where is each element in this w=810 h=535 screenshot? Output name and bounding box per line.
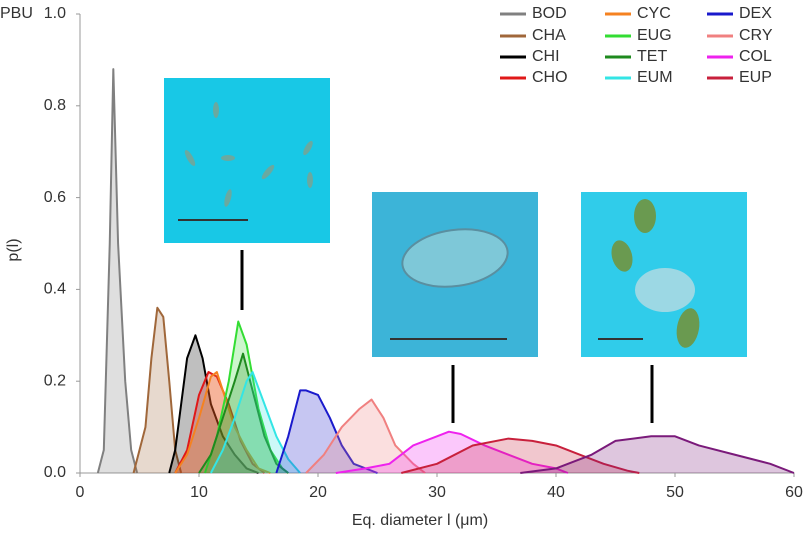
micrographs: [164, 78, 747, 423]
series-line: [168, 334, 259, 474]
x-tick-label: 60: [785, 484, 803, 501]
legend-label: TET: [637, 48, 667, 65]
area-fill: [97, 69, 138, 473]
legend-label: COL: [739, 48, 772, 65]
x-tick-label: 10: [190, 484, 208, 501]
x-tick-label: 30: [428, 484, 446, 501]
legend-label: EUM: [637, 69, 673, 86]
legend-label: EUP: [739, 69, 772, 86]
series-line: [335, 430, 569, 474]
series-line: [275, 389, 378, 474]
area-fill: [276, 390, 378, 473]
series-line: [198, 352, 289, 474]
legend-label: CHO: [532, 69, 568, 86]
y-tick-label: 0.6: [44, 189, 66, 206]
area-fill: [210, 372, 301, 473]
legend-label: CHA: [532, 27, 566, 44]
series-line: [305, 398, 426, 474]
legend-label: PBU: [0, 5, 33, 22]
y-tick-label: 0.0: [44, 464, 66, 481]
area-fill: [401, 438, 640, 473]
area-fill: [306, 399, 426, 473]
area-fill: [204, 321, 289, 473]
y-tick-label: 1.0: [44, 5, 66, 22]
legend-label: CYC: [637, 5, 671, 22]
x-axis-label: Eq. diameter l (μm): [352, 512, 488, 529]
legend-label: EUG: [637, 27, 672, 44]
area-fill: [520, 436, 794, 473]
x-tick-label: 0: [76, 484, 85, 501]
y-tick-label: 0.2: [44, 372, 66, 389]
series-line: [520, 435, 795, 474]
legend-label: CHI: [532, 48, 560, 65]
x-tick-label: 50: [666, 484, 684, 501]
area-fill: [133, 307, 182, 473]
x-tick-label: 40: [547, 484, 565, 501]
area-fill: [335, 431, 568, 473]
series-line: [132, 306, 183, 474]
legend-label: CRY: [739, 27, 773, 44]
series-line: [203, 320, 289, 474]
series-line: [401, 437, 640, 474]
series-line: [174, 371, 271, 474]
area-fill: [199, 353, 289, 473]
y-tick-label: 0.4: [44, 281, 66, 298]
x-tick-label: 20: [309, 484, 327, 501]
y-tick-label: 0.8: [44, 97, 66, 114]
y-axis-label: p(l): [5, 238, 22, 261]
series-line: [174, 371, 266, 474]
legend-label: BOD: [532, 5, 567, 22]
legend-label: DEX: [739, 5, 772, 22]
area-fill: [175, 372, 271, 473]
series-line: [96, 68, 139, 474]
